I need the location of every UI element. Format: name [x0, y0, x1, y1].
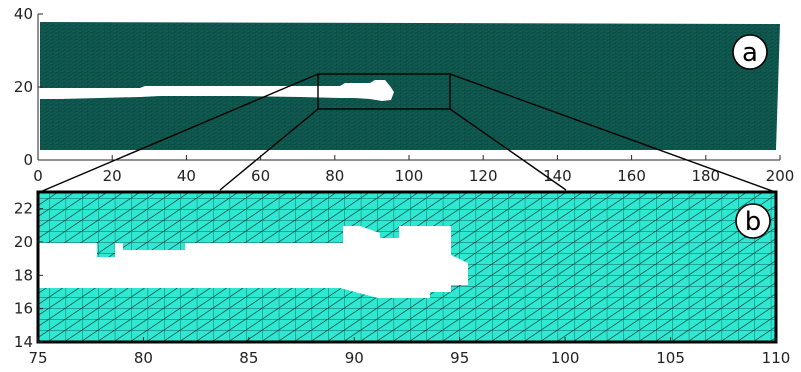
x-tick-label: 85 [239, 349, 258, 367]
y-tick-label: 40 [14, 5, 33, 23]
panel-a-overview: 0 20 40 60 80 100 120 140 160 180 200 0 20 40 a [14, 5, 794, 185]
connector-left-top [39, 73, 319, 193]
zoom-box [317, 73, 451, 110]
x-tick-label: 20 [103, 167, 122, 185]
mesh-body-a [40, 22, 780, 150]
x-tick-label: 100 [395, 167, 424, 185]
y-tick-label: 18 [14, 266, 33, 284]
panel-b-badge: b [735, 203, 771, 239]
y-tick-label: 14 [14, 333, 33, 351]
mesh-domain-a [38, 22, 780, 150]
y-ticks-a: 0 20 40 [14, 5, 43, 169]
y-ticks-b: 14 16 18 20 22 [14, 200, 43, 351]
panel-b-frame [36, 190, 778, 344]
x-tick-label: 0 [33, 167, 43, 185]
x-tick-label: 160 [617, 167, 646, 185]
connector-right-top [449, 73, 776, 193]
x-tick-label: 180 [691, 167, 720, 185]
y-tick-label: 22 [14, 200, 33, 218]
crack-void-a [38, 80, 394, 101]
connector-left-bottom [219, 108, 319, 191]
x-tick-label: 105 [656, 349, 685, 367]
x-tick-label: 90 [345, 349, 364, 367]
x-tick-label: 140 [543, 167, 572, 185]
panel-b-zoom: 75 80 85 90 95 100 105 110 14 16 18 20 22 b [14, 190, 790, 367]
x-tick-label: 100 [551, 349, 580, 367]
panel-a-badge: a [732, 34, 768, 70]
x-tick-label: 80 [325, 167, 344, 185]
zoom-connectors [39, 73, 776, 193]
x-tick-label: 60 [251, 167, 270, 185]
x-tick-label: 80 [134, 349, 153, 367]
x-ticks-a: 0 20 40 60 80 100 120 140 160 180 200 [33, 155, 794, 185]
x-tick-label: 40 [177, 167, 196, 185]
x-tick-label: 120 [469, 167, 498, 185]
y-tick-label: 0 [23, 151, 33, 169]
x-tick-label: 200 [766, 167, 795, 185]
panel-b-label: b [745, 207, 762, 237]
connector-right-bottom [449, 108, 567, 191]
x-ticks-b: 75 80 85 90 95 100 105 110 [28, 337, 790, 367]
x-tick-label: 95 [450, 349, 469, 367]
crack-void-b [38, 226, 468, 298]
y-tick-label: 20 [14, 233, 33, 251]
x-tick-label: 75 [28, 349, 47, 367]
panel-a-label: a [742, 38, 758, 68]
y-tick-label: 20 [14, 78, 33, 96]
x-tick-label: 110 [762, 349, 791, 367]
y-tick-label: 16 [14, 300, 33, 318]
